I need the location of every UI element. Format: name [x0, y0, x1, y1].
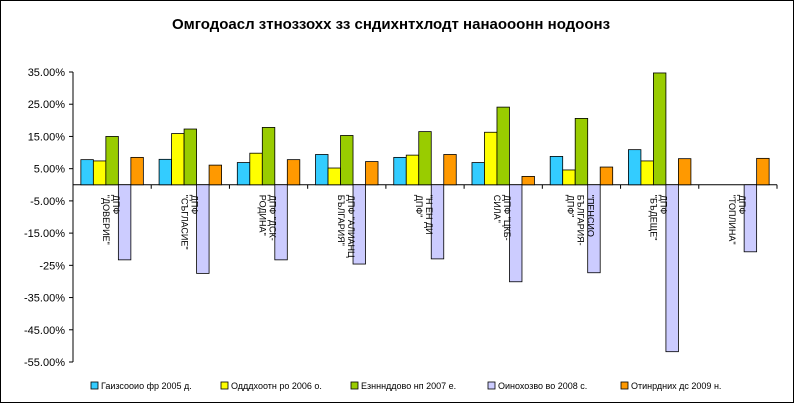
- legend-swatch: [220, 381, 229, 390]
- bar: [158, 158, 172, 186]
- bar: [92, 160, 107, 186]
- bar: [587, 184, 601, 274]
- bar: [105, 136, 119, 186]
- category-label: "Н ЕН ДИ: [424, 195, 434, 235]
- legend-swatch: [90, 381, 99, 390]
- bar: [405, 154, 420, 186]
- y-tick-label: -25%: [39, 260, 65, 272]
- bar: [365, 161, 379, 186]
- plot-layer: 35.00% 25.00% 15.00% 5.00% -5.00% -15.00% -25%…: [24, 67, 778, 369]
- bar: [286, 159, 301, 186]
- bar: [352, 184, 366, 265]
- category-label: БЪЛГАРИЯ-: [575, 195, 585, 246]
- category-label: ДПФ: [189, 195, 199, 215]
- bar: [171, 133, 185, 186]
- bar: [665, 184, 679, 353]
- bar: [315, 154, 329, 186]
- category-label: ДПФ": [414, 195, 424, 218]
- bar: [678, 158, 692, 186]
- bar: [418, 131, 432, 186]
- category-label: ДПФ: [659, 195, 669, 215]
- category-label: ДПФ "АЛИАНЦ: [346, 195, 356, 258]
- bar: [628, 149, 642, 186]
- category-label: "ПЕНСИО: [585, 195, 595, 237]
- y-tick-label: 25.00%: [28, 99, 66, 111]
- y-tick-label: -55.00%: [24, 357, 65, 369]
- bar: [340, 135, 354, 186]
- bar: [549, 156, 564, 186]
- legend-label: Одддхоотн ро 2006 о.: [231, 381, 322, 391]
- bar: [640, 160, 654, 186]
- legend-swatch: [487, 381, 496, 390]
- bar: [261, 127, 276, 186]
- category-label: БЪЛГАРИЯ": [336, 195, 346, 246]
- y-tick-label: -35.00%: [24, 293, 65, 305]
- bar: [562, 169, 576, 186]
- bar: [274, 184, 288, 261]
- chart-title: Омгодоасл зтноззохх зз сндихнтхлодт нана…: [172, 16, 610, 33]
- legend-label: Езнннддово нп 2007 е.: [361, 381, 456, 391]
- category-label: ДПФ: [737, 195, 747, 215]
- category-label: ДПФ: [111, 195, 121, 215]
- legend-label: Отинрдних дс 2009 н.: [631, 381, 721, 391]
- category-label: ДПФ": [565, 195, 575, 218]
- bar: [80, 159, 94, 186]
- bar: [471, 162, 485, 186]
- legend-label: Оинохозво во 2008 с.: [498, 381, 587, 391]
- category-label: СИЛА": [492, 195, 502, 223]
- category-label: ДПФ "ДСК-: [268, 195, 278, 241]
- bar: [183, 128, 197, 186]
- bar: [484, 131, 498, 186]
- bar: [599, 166, 614, 186]
- y-tick-label: -15.00%: [24, 228, 65, 240]
- y-tick-label: 15.00%: [28, 131, 66, 143]
- y-tick-label: -5.00%: [30, 196, 65, 208]
- category-label: "ДОВЕРИЕ": [101, 195, 111, 245]
- category-label: РОДИНА": [258, 195, 268, 236]
- bar: [130, 156, 144, 186]
- category-label: "СЪГЛАСИЕ": [179, 195, 189, 250]
- category-label: "БЪДЕЩЕ": [649, 195, 659, 241]
- bar: [236, 162, 251, 186]
- bar: [196, 184, 210, 274]
- bar: [509, 184, 523, 283]
- bar: [653, 72, 667, 186]
- y-tick-label: -45.00%: [24, 325, 65, 337]
- bar: [208, 164, 222, 186]
- y-tick-label: 5.00%: [34, 164, 65, 176]
- bar: [743, 184, 758, 253]
- bar: [521, 175, 535, 186]
- bar: [327, 167, 341, 186]
- bar: [117, 184, 132, 261]
- bar: [249, 152, 263, 186]
- bar: [393, 156, 407, 186]
- category-label: ДПФ "ЦКБ-: [502, 195, 512, 241]
- y-tick-label: 35.00%: [28, 67, 66, 79]
- bar: [496, 106, 510, 186]
- bar: [574, 118, 589, 186]
- bar: [443, 154, 457, 186]
- legend-swatch: [620, 381, 629, 390]
- bar: [756, 157, 770, 186]
- legend: Гаизсооио фр 2005 д. Одддхоотн ро 2006 о.…: [90, 381, 721, 391]
- bar: [430, 184, 445, 260]
- legend-label: Гаизсооио фр 2005 д.: [101, 381, 192, 391]
- legend-swatch: [350, 381, 359, 390]
- category-label: "ТОПЛИНА": [727, 195, 737, 245]
